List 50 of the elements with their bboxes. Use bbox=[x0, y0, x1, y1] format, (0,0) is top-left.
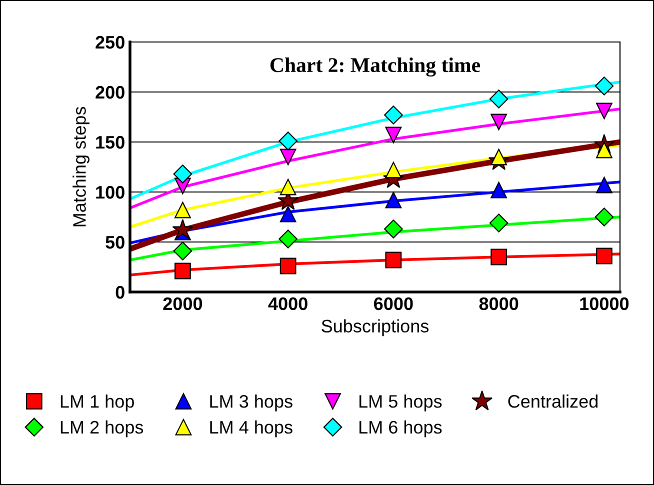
point bbox=[594, 208, 614, 226]
x-tick-label: 8000 bbox=[479, 297, 518, 310]
legend-label: LM 6 hops bbox=[360, 420, 442, 438]
point bbox=[596, 248, 612, 264]
point bbox=[280, 178, 296, 196]
point bbox=[489, 214, 508, 232]
y-tick-label: 200 bbox=[96, 86, 124, 99]
legend-label: LM 3 hops bbox=[210, 394, 292, 412]
point bbox=[173, 242, 192, 260]
point bbox=[278, 132, 298, 150]
point bbox=[172, 219, 194, 239]
point bbox=[280, 148, 296, 166]
y-tick-label: 0 bbox=[116, 286, 124, 299]
y-tick-label: 50 bbox=[106, 236, 124, 249]
point bbox=[385, 252, 402, 268]
point bbox=[278, 230, 298, 248]
legend-label: LM 4 hops bbox=[210, 420, 292, 438]
line-series bbox=[130, 80, 620, 200]
point bbox=[384, 220, 403, 238]
point bbox=[384, 106, 403, 124]
point bbox=[489, 90, 508, 108]
point bbox=[596, 102, 612, 120]
legend-label: LM 5 hops bbox=[360, 394, 442, 412]
point bbox=[490, 148, 508, 166]
text: Chart 2: Matching time bbox=[270, 57, 480, 77]
y-tick-label: 100 bbox=[96, 186, 124, 199]
x-tick-label: 4000 bbox=[268, 297, 308, 310]
x-tick-label: 6000 bbox=[374, 297, 413, 310]
point bbox=[385, 162, 402, 178]
point bbox=[594, 76, 614, 96]
point bbox=[280, 258, 296, 274]
y-axis-title: Matching steps bbox=[72, 106, 90, 226]
point bbox=[174, 202, 191, 218]
point bbox=[174, 262, 191, 280]
y-tick-label: 250 bbox=[96, 36, 124, 49]
point bbox=[385, 126, 402, 144]
legend-label: LM 1 hop bbox=[60, 394, 134, 412]
point bbox=[280, 206, 296, 222]
point bbox=[385, 192, 402, 208]
x-axis-title: Subscriptions bbox=[322, 319, 429, 336]
point bbox=[173, 164, 192, 184]
legend-label: LM 2 hops bbox=[60, 420, 144, 438]
x-tick-label: 2000 bbox=[163, 297, 202, 310]
x-tick-label: 10000 bbox=[580, 297, 629, 310]
y-tick-label: 150 bbox=[96, 136, 124, 149]
point bbox=[490, 182, 508, 198]
point bbox=[596, 176, 612, 194]
point bbox=[490, 114, 508, 130]
point bbox=[490, 248, 508, 266]
legend-label: Centralized bbox=[508, 394, 598, 408]
